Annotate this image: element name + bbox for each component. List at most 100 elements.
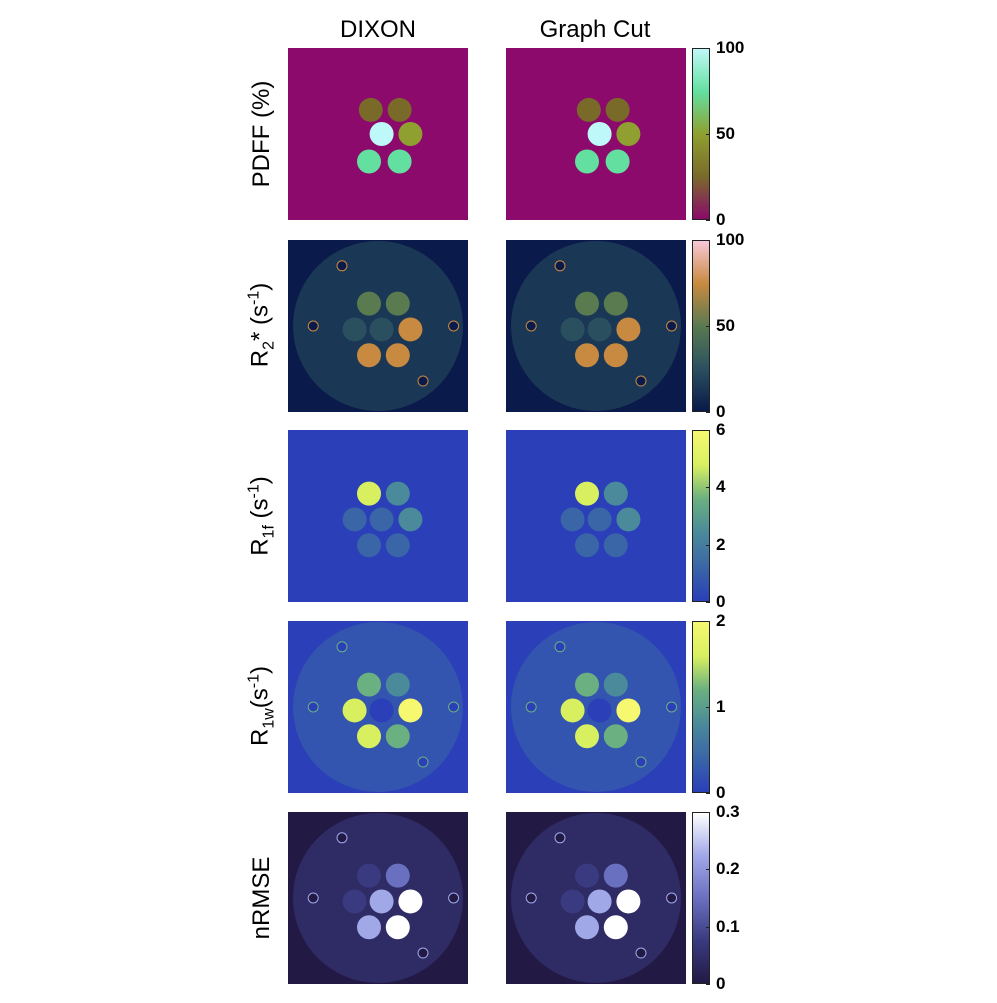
colorbar-tick-mark	[706, 602, 710, 603]
vial	[560, 507, 585, 532]
colorbar-tick-label: 0	[716, 402, 726, 421]
vial	[603, 863, 628, 888]
colorbar-tick-mark	[706, 134, 710, 135]
image-panel-r2star-dixon	[288, 240, 468, 412]
colorbar-tick-label: 0.3	[716, 802, 740, 821]
vial	[603, 481, 628, 506]
vial	[342, 507, 367, 532]
vial	[357, 863, 381, 888]
vial	[616, 507, 641, 532]
vial	[385, 863, 410, 888]
vial	[560, 317, 585, 342]
vial	[575, 343, 599, 368]
colorbar-tick-mark	[706, 412, 710, 413]
vial	[369, 698, 394, 723]
colorbar-nrmse	[692, 812, 710, 984]
colorbar-tick-mark	[706, 707, 710, 708]
colorbar-tick-label: 1	[716, 697, 726, 716]
colorbar-tick-mark	[706, 487, 710, 489]
colorbar-tick-mark	[706, 544, 710, 546]
row-label-pdff: PDFF (%)	[248, 80, 275, 188]
vial	[369, 317, 394, 342]
vial	[357, 149, 381, 174]
colorbar-tick-mark	[706, 220, 710, 221]
colorbar-tick-mark	[706, 430, 710, 431]
colorbar-tick-mark	[706, 793, 710, 794]
image-panel-pdff-graph-cut	[506, 48, 686, 220]
vial	[357, 672, 381, 697]
colorbar-r1f	[692, 430, 710, 602]
vial	[616, 698, 641, 723]
vial	[342, 889, 367, 914]
vial	[385, 533, 410, 558]
vial	[605, 149, 630, 174]
vial	[603, 533, 628, 558]
vial	[398, 317, 423, 342]
vial	[603, 724, 628, 749]
vial	[369, 122, 394, 146]
vial	[587, 698, 612, 723]
vial	[616, 317, 641, 342]
colorbar-tick-label: 100	[716, 230, 745, 249]
column-title-graph-cut: Graph Cut	[539, 16, 651, 43]
image-panel-nrmse-dixon	[288, 812, 468, 984]
colorbar-tick-label: 0.1	[716, 916, 740, 936]
vial	[575, 481, 599, 506]
colorbar-tick-mark	[706, 48, 710, 49]
vial	[560, 698, 585, 723]
vial	[357, 343, 381, 368]
colorbar-tick-label: 4	[716, 477, 726, 497]
image-panel-r1w-graph-cut	[506, 621, 686, 793]
vial	[385, 343, 410, 368]
vial	[616, 122, 641, 146]
vial	[358, 97, 383, 122]
image-panel-nrmse-graph-cut	[506, 812, 686, 984]
vial	[587, 317, 612, 342]
vial	[603, 343, 628, 368]
colorbar-tick-mark	[706, 984, 710, 985]
vial	[398, 698, 423, 723]
vial	[398, 122, 423, 146]
vial	[398, 507, 423, 532]
image-panel-r1f-graph-cut	[506, 430, 686, 602]
vial	[357, 724, 381, 749]
vial	[575, 149, 599, 174]
vial	[385, 672, 410, 697]
vial	[369, 889, 394, 914]
vial	[576, 97, 601, 122]
column-title-dixon: DIXON	[339, 16, 416, 43]
colorbar-tick-label: 0.2	[716, 859, 740, 879]
vial	[387, 97, 412, 122]
vial	[603, 672, 628, 697]
colorbar-tick-mark	[706, 621, 710, 622]
vial	[385, 291, 410, 316]
row-label-r1f: R1f (s-1)	[245, 476, 278, 556]
image-panel-r1f-dixon	[288, 430, 468, 602]
vial	[385, 481, 410, 506]
row-label-r1w: R1w(s-1)	[245, 665, 278, 747]
vial	[387, 149, 412, 174]
vial	[575, 533, 599, 558]
colorbar-tick-label: 0	[716, 974, 726, 993]
colorbar-tick-mark	[706, 869, 710, 871]
vial	[587, 889, 612, 914]
image-panel-pdff-dixon	[288, 48, 468, 220]
vial	[369, 507, 394, 532]
row-label-r2star: R2* (s-1)	[245, 282, 278, 368]
vial	[398, 889, 423, 914]
vial	[342, 698, 367, 723]
image-panel-r2star-graph-cut	[506, 240, 686, 412]
vial	[603, 915, 628, 940]
vial	[385, 915, 410, 940]
vial	[616, 889, 641, 914]
vial	[587, 507, 612, 532]
vial	[603, 291, 628, 316]
vial	[575, 915, 599, 940]
vial	[385, 724, 410, 749]
colorbar-tick-mark	[706, 926, 710, 928]
vial	[357, 533, 381, 558]
colorbar-tick-label: 100	[716, 38, 745, 57]
colorbar-tick-label: 50	[716, 316, 735, 335]
colorbar-tick-label: 6	[716, 420, 726, 439]
vial	[357, 481, 381, 506]
